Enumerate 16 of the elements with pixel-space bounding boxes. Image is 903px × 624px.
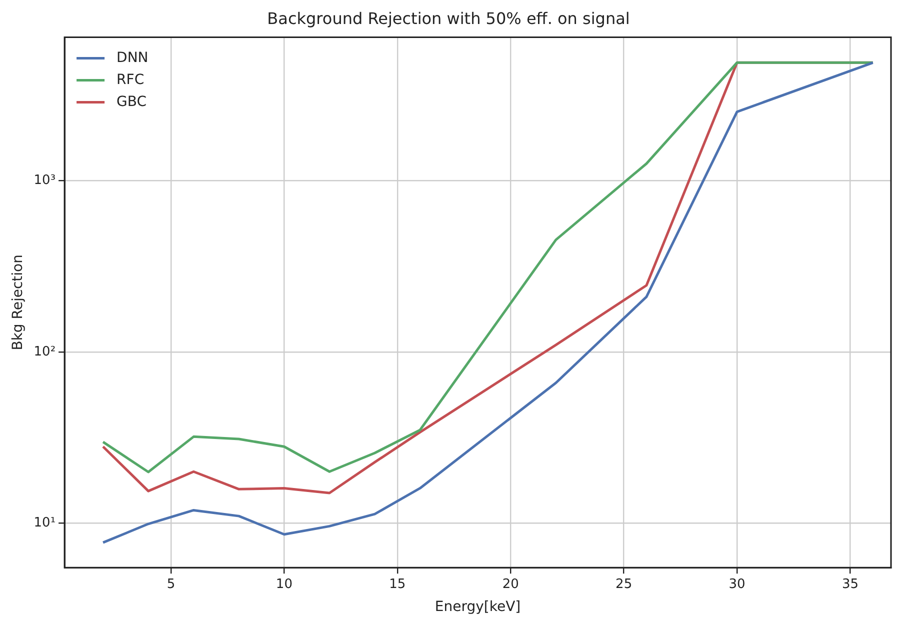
y-axis-title: Bkg Rejection xyxy=(10,254,26,350)
y-tick-label: 10³ xyxy=(34,173,56,188)
legend-label: GBC xyxy=(116,94,147,110)
x-tick-label: 35 xyxy=(842,576,859,592)
legend-label: DNN xyxy=(116,50,148,66)
x-tick-label: 30 xyxy=(728,576,746,592)
y-tick-label: 10¹ xyxy=(34,516,56,531)
x-tick-label: 15 xyxy=(389,576,406,592)
x-tick-label: 10 xyxy=(276,576,292,592)
x-tick-label: 20 xyxy=(502,576,519,592)
x-tick-label: 25 xyxy=(616,576,632,592)
x-tick-label: 5 xyxy=(166,576,176,592)
x-axis-title: Energy[keV] xyxy=(434,599,521,616)
y-tick-label: 10² xyxy=(34,344,56,360)
chart-title: Background Rejection with 50% eff. on signal xyxy=(267,8,630,28)
legend-label: RFC xyxy=(116,72,144,88)
